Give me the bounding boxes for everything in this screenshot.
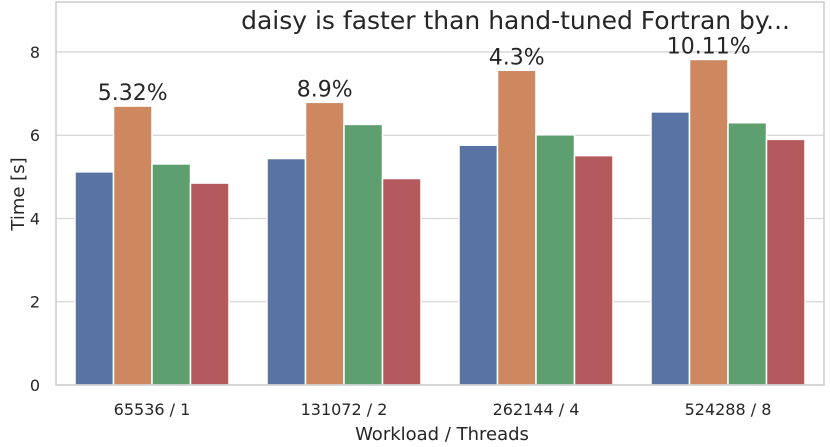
x-tick-label: 262144 / 4 xyxy=(493,400,580,419)
speedup-annotation: 4.3% xyxy=(489,45,545,70)
bar xyxy=(688,58,729,386)
x-tick-label: 524288 / 8 xyxy=(685,400,772,419)
y-tick-label: 0 xyxy=(30,376,40,395)
bar xyxy=(381,177,422,386)
y-tick-label: 8 xyxy=(30,43,40,62)
bar xyxy=(765,138,806,386)
bars xyxy=(74,58,806,386)
annotations: 5.32% 8.9% 4.3% 10.11% xyxy=(98,34,751,106)
bar xyxy=(535,134,576,386)
chart-title: daisy is faster than hand-tuned Fortran … xyxy=(241,6,790,35)
bar xyxy=(343,123,384,386)
bar xyxy=(266,157,307,386)
bar xyxy=(189,182,230,386)
y-tick-label: 4 xyxy=(30,209,40,228)
y-tick-label: 6 xyxy=(30,126,40,145)
bar xyxy=(74,171,115,386)
x-ticks: 65536 / 1 131072 / 2 262144 / 4 524288 / 8 xyxy=(114,400,772,419)
bar xyxy=(112,105,153,386)
x-tick-label: 131072 / 2 xyxy=(301,400,388,419)
bar xyxy=(304,101,345,386)
y-axis-label: Time [s] xyxy=(8,157,29,231)
x-axis-label: Workload / Threads xyxy=(355,424,529,445)
x-tick-label: 65536 / 1 xyxy=(114,400,191,419)
bar xyxy=(496,69,537,386)
bar xyxy=(650,111,691,386)
bar xyxy=(151,163,192,386)
y-tick-label: 2 xyxy=(30,293,40,312)
plot-frame xyxy=(55,1,825,386)
speedup-annotation: 5.32% xyxy=(98,81,168,106)
y-ticks: 0 2 4 6 8 xyxy=(30,43,40,395)
bar xyxy=(727,121,768,386)
speedup-annotation: 8.9% xyxy=(297,77,353,102)
speedup-annotation: 10.11% xyxy=(667,34,751,59)
bar xyxy=(573,154,614,386)
bar xyxy=(458,144,499,386)
